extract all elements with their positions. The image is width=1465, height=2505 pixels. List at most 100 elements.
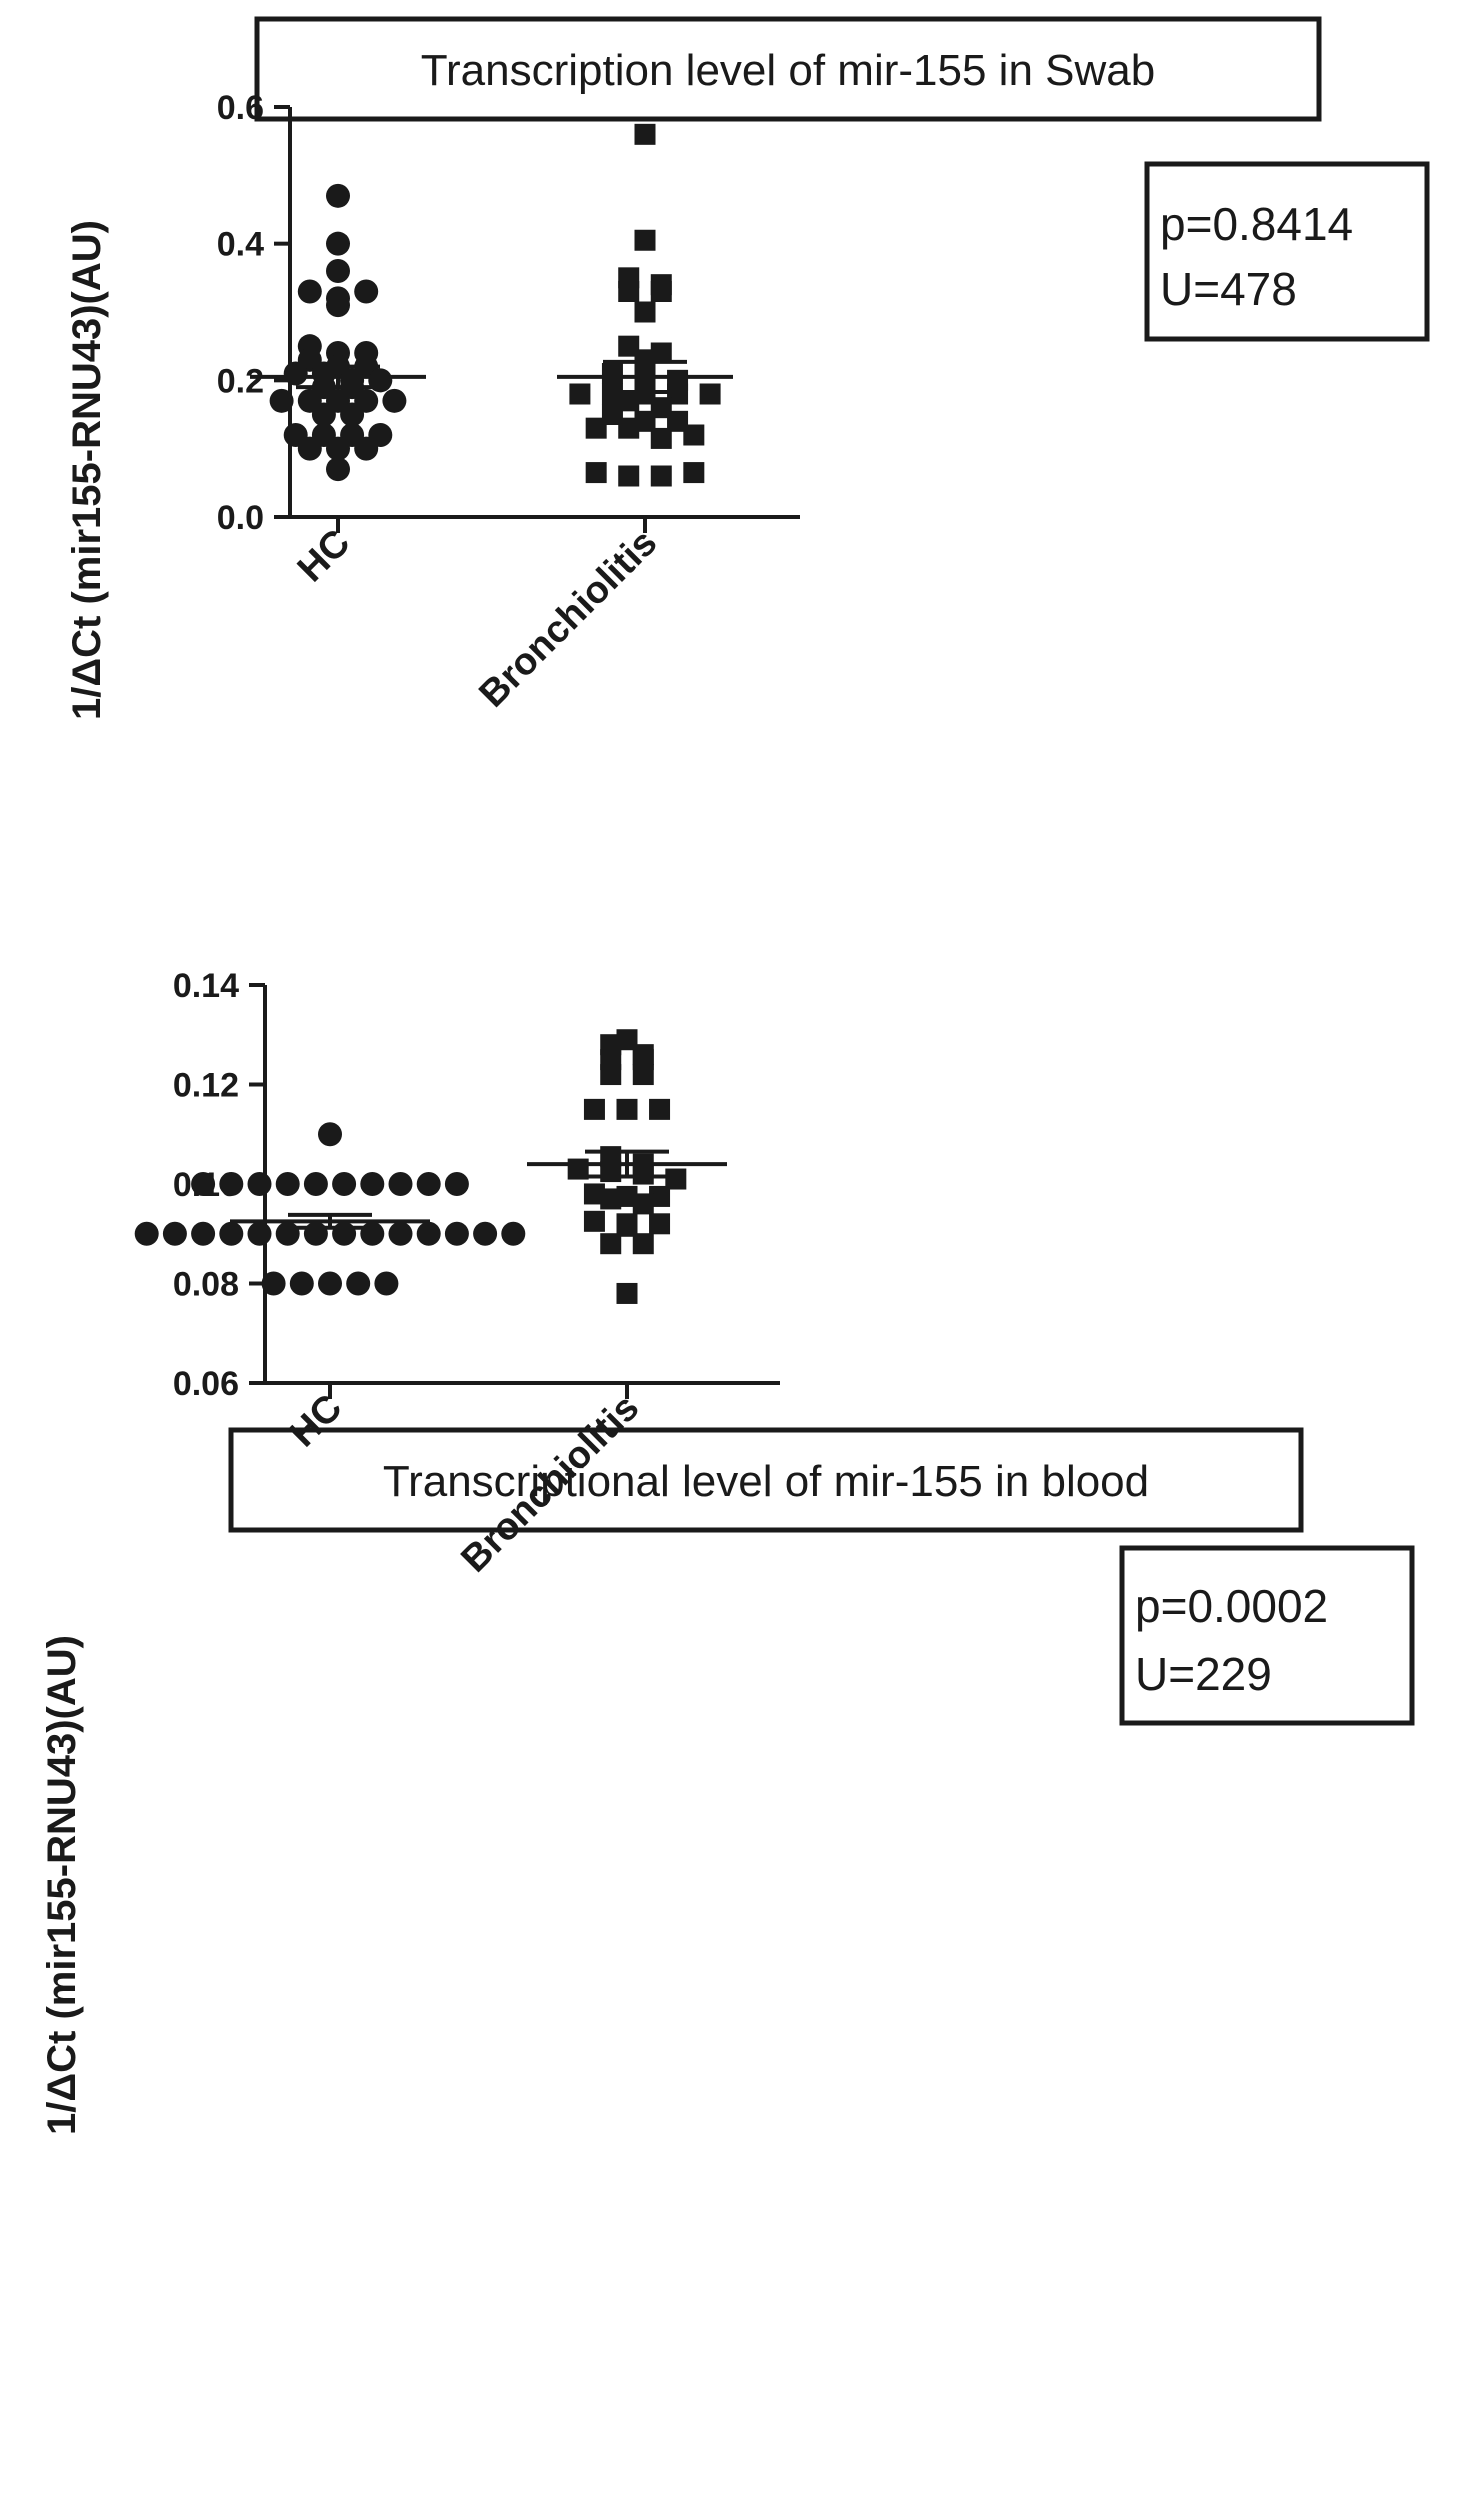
blood-point-bronchiolitis <box>665 1168 687 1190</box>
blood-y-ticks: 0.060.080.100.120.14 <box>173 967 265 1403</box>
blood-point-bronchiolitis <box>600 1188 622 1210</box>
blood-point-bronchiolitis <box>583 1183 605 1205</box>
blood-point-hc <box>261 1271 286 1296</box>
swab-point-bronchiolitis <box>634 229 656 251</box>
blood-point-hc <box>501 1221 526 1246</box>
swab-panel: Transcription level of mir-155 in Swab p… <box>65 16 1430 720</box>
swab-point-hc <box>340 402 365 427</box>
blood-y-tick-label: 0.08 <box>173 1266 239 1304</box>
swab-point-bronchiolitis <box>618 417 640 439</box>
blood-point-bronchiolitis <box>632 1064 654 1086</box>
blood-point-bronchiolitis <box>649 1185 671 1207</box>
blood-y-tick-label: 0.12 <box>173 1067 239 1105</box>
swab-p-value: p=0.8414 <box>1160 198 1353 250</box>
swab-point-bronchiolitis <box>683 462 705 484</box>
swab-point-bronchiolitis <box>634 383 656 405</box>
blood-p-value: p=0.0002 <box>1135 1580 1328 1632</box>
swab-u-value: U=478 <box>1160 263 1297 315</box>
swab-point-bronchiolitis <box>650 397 672 419</box>
blood-point-hc <box>388 1172 413 1196</box>
swab-point-bronchiolitis <box>634 349 656 371</box>
blood-point-hc <box>416 1172 441 1196</box>
swab-point-bronchiolitis <box>618 335 640 357</box>
blood-title-box <box>228 1427 1304 1533</box>
swab-point-bronchiolitis <box>618 465 640 487</box>
blood-point-bronchiolitis <box>632 1193 654 1215</box>
blood-point-hc <box>275 1221 300 1246</box>
swab-y-tick-label: 0.4 <box>217 226 264 264</box>
swab-point-hc <box>297 279 322 304</box>
blood-point-hc <box>444 1172 469 1196</box>
swab-point-bronchiolitis <box>634 123 656 145</box>
swab-chart-title: Transcription level of mir-155 in Swab <box>421 46 1155 95</box>
swab-stats-box <box>1144 161 1430 342</box>
blood-point-hc <box>219 1172 244 1196</box>
swab-point-bronchiolitis <box>634 410 656 432</box>
blood-stats-box <box>1119 1545 1415 1726</box>
swab-point-hc <box>326 259 350 283</box>
blood-point-hc <box>444 1221 469 1246</box>
swab-point-hc <box>354 436 379 461</box>
blood-point-bronchiolitis <box>616 1282 638 1304</box>
swab-point-hc <box>297 436 322 461</box>
swab-point-hc <box>326 293 350 318</box>
blood-point-bronchiolitis <box>632 1233 654 1255</box>
swab-point-hc <box>311 402 336 427</box>
blood-point-hc <box>247 1172 272 1196</box>
blood-point-hc <box>360 1221 385 1246</box>
blood-point-bronchiolitis <box>649 1098 671 1120</box>
swab-point-bronchiolitis <box>650 342 672 364</box>
swab-point-bronchiolitis <box>650 281 672 302</box>
blood-point-bronchiolitis <box>616 1098 638 1120</box>
blood-point-hc <box>346 1271 371 1296</box>
swab-point-hc <box>326 231 350 256</box>
swab-point-hc <box>382 388 407 413</box>
swab-point-bronchiolitis <box>699 383 721 405</box>
swab-point-bronchiolitis <box>650 427 672 449</box>
swab-mean-sem <box>250 359 733 394</box>
blood-point-hc <box>191 1221 216 1246</box>
blood-points <box>134 1029 687 1304</box>
swab-y-tick-label: 0.6 <box>217 89 264 127</box>
blood-point-bronchiolitis <box>632 1163 654 1185</box>
blood-point-hc <box>332 1172 357 1196</box>
blood-u-value: U=229 <box>1135 1648 1272 1700</box>
blood-point-bronchiolitis <box>600 1064 622 1086</box>
blood-point-hc <box>219 1221 244 1246</box>
blood-point-hc <box>303 1221 328 1246</box>
swab-y-tick-label: 0.0 <box>217 499 264 537</box>
swab-point-hc <box>326 457 350 482</box>
blood-point-hc <box>416 1221 441 1246</box>
swab-point-hc <box>326 183 350 208</box>
swab-point-bronchiolitis <box>618 281 640 302</box>
blood-point-bronchiolitis <box>616 1185 638 1207</box>
blood-point-hc <box>318 1122 342 1147</box>
blood-y-tick-label: 0.14 <box>173 967 239 1005</box>
swab-point-bronchiolitis <box>650 465 672 487</box>
blood-point-bronchiolitis <box>583 1210 605 1232</box>
swab-point-bronchiolitis <box>585 462 607 484</box>
swab-category-label-bronchiolitis: Bronchiolitis <box>471 522 665 716</box>
swab-point-bronchiolitis <box>634 301 656 323</box>
swab-point-hc <box>326 436 350 461</box>
swab-y-axis-title: 1/ΔCt (mir155-RNU43)(AU) <box>65 220 109 720</box>
blood-point-hc <box>162 1221 187 1246</box>
blood-y-tick-label: 0.06 <box>173 1365 239 1403</box>
swab-categories: HC Bronchiolitis <box>290 517 665 716</box>
swab-point-bronchiolitis <box>683 424 705 446</box>
swab-points <box>269 123 721 487</box>
blood-point-bronchiolitis <box>616 1029 638 1051</box>
swab-point-hc <box>269 388 294 413</box>
swab-point-bronchiolitis <box>601 404 623 425</box>
swab-y-tick-label: 0.2 <box>217 362 264 400</box>
blood-point-hc <box>289 1271 314 1296</box>
blood-point-hc <box>374 1271 399 1296</box>
blood-point-bronchiolitis <box>649 1213 671 1235</box>
blood-panel: Transcriptional level of mir-155 in bloo… <box>40 967 1415 2135</box>
swab-point-bronchiolitis <box>585 417 607 439</box>
swab-axes <box>285 107 800 519</box>
blood-point-hc <box>332 1221 357 1246</box>
blood-point-hc <box>247 1221 272 1246</box>
blood-point-hc <box>275 1172 300 1196</box>
